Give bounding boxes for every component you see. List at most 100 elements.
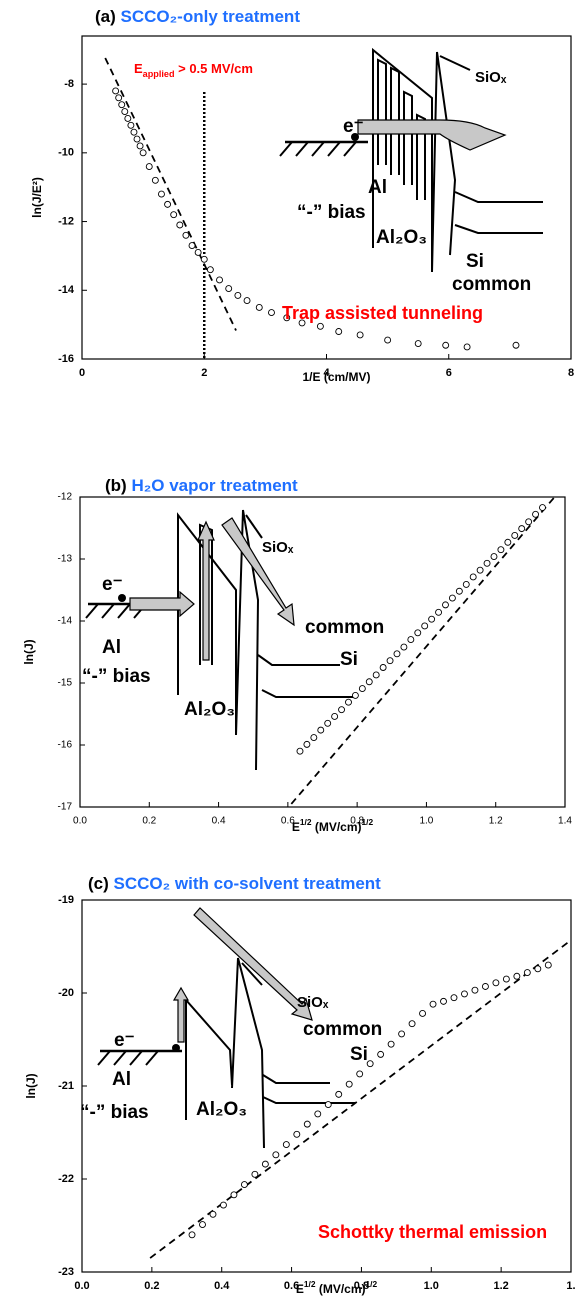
data-point [415,341,421,347]
data-point [415,630,421,636]
diagram-label: e⁻ [114,1030,135,1051]
si-level [455,192,543,202]
data-point [201,256,207,262]
data-point [336,329,342,335]
data-point [268,310,274,316]
data-point [524,970,530,976]
data-point [125,115,131,121]
diagram-label: e⁻ [102,574,123,595]
data-point [346,1081,352,1087]
data-point [484,560,490,566]
x-tick-label: 8 [568,367,574,379]
data-point [519,526,525,532]
hatch [86,604,98,618]
data-point [456,588,462,594]
diagram-label: Si [350,1044,368,1065]
y-tick-label: -17 [58,802,73,813]
x-tick-label: 0.4 [214,1280,230,1292]
data-point [116,95,122,101]
data-point [503,976,509,982]
x-axis-label: 1/E (cm/MV) [302,370,370,384]
data-point [231,1192,237,1198]
label-part: (MV/cm) [312,820,362,834]
hatch [280,142,292,156]
data-point [252,1171,258,1177]
y-tick-label: -19 [58,894,74,906]
diagram-label: “-” bias [80,1102,149,1123]
data-point [401,644,407,650]
y-tick-label: -22 [58,1173,74,1185]
hatch [344,142,356,156]
data-point [304,1121,310,1127]
data-point [297,748,303,754]
data-point [137,143,143,149]
x-tick-label: 0 [79,367,85,379]
x-tick-label: 0.0 [74,1280,89,1292]
data-point [394,651,400,657]
y-tick-label: -13 [58,554,73,565]
data-point [128,122,134,128]
data-point [283,1142,289,1148]
data-point [399,1031,405,1037]
si-level [455,225,543,233]
label-part: > 0.5 MV/cm [175,61,253,76]
data-point [513,342,519,348]
data-point [262,1161,268,1167]
siox [432,52,455,272]
label-part: 1/2 [304,1279,316,1289]
panel: (b) H₂O vapor treatment0.00.20.40.60.81.… [22,476,572,834]
data-point [134,136,140,142]
plot-frame [82,900,571,1272]
label-part: 1/E (cm/MV) [302,370,370,384]
data-point [357,332,363,338]
annotation: Trap assisted tunneling [282,303,483,323]
diagram-label: Al [102,637,121,658]
label-part: E [292,820,300,834]
x-tick-label: 0.2 [142,816,156,827]
x-axis-label: E1/2 (MV/cm)1/2 [292,817,374,834]
data-point [315,1111,321,1117]
data-point [429,616,435,622]
electron [118,594,126,602]
data-point [493,980,499,986]
data-point [387,658,393,664]
plot-frame [80,497,565,807]
si-level [263,1097,355,1103]
trap [404,92,412,185]
x-tick-label: 0.2 [144,1280,159,1292]
data-point [189,1232,195,1238]
data-point [352,692,358,698]
data-point [171,212,177,218]
label-part: (MV/cm) [316,1282,366,1296]
panel: (c) SCCO₂ with co-solvent treatment0.00.… [24,874,575,1296]
page: {"chart_data": [ {"type": "scatter", "pa… [0,0,576,1301]
data-point [535,966,541,972]
data-point [113,88,119,94]
data-point [409,1021,415,1027]
data-point [189,243,195,249]
panel-label: (a) [95,7,116,26]
data-point [436,609,442,615]
hatch [114,1051,126,1065]
data-point [311,735,317,741]
data-point [388,1041,394,1047]
hatch [328,142,340,156]
diagram-label: Si [340,649,358,670]
data-point [422,623,428,629]
y-tick-label: -16 [58,740,73,751]
y-tick-label: -14 [58,616,73,627]
hatch [102,604,114,618]
data-point [526,519,532,525]
data-point [152,177,158,183]
diagram-label: Si [466,251,484,272]
x-tick-label: 1.0 [419,816,433,827]
data-point [220,1202,226,1208]
y-tick-label: -10 [58,147,74,159]
data-point [441,998,447,1004]
diagram-label: SiOₓ [262,539,294,556]
x-tick-label: 0.4 [212,816,226,827]
label-part: 1/2 [362,817,374,827]
data-point [470,574,476,580]
diagram-label: SiOₓ [297,994,329,1011]
